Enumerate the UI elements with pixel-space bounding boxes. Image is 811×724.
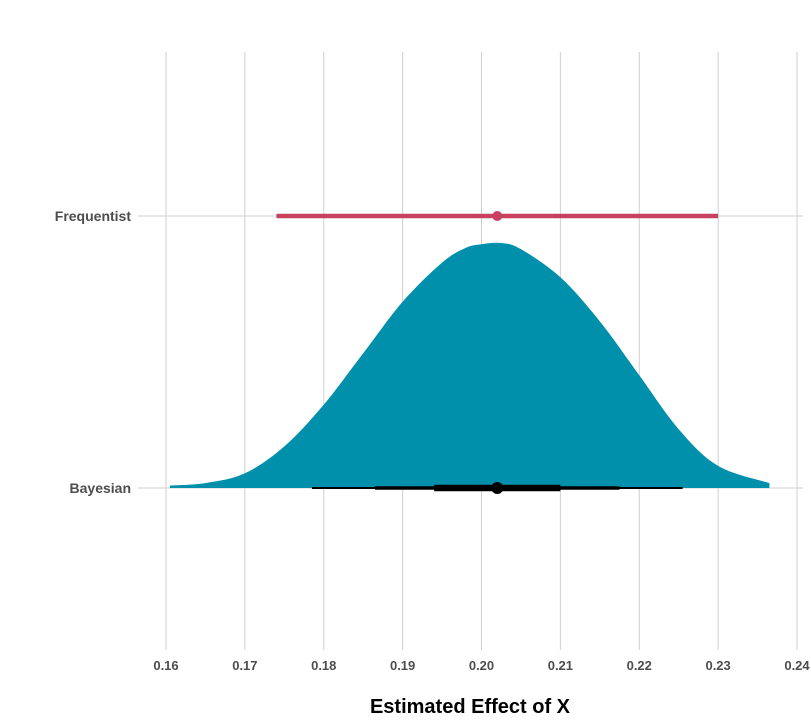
y-label-bayesian: Bayesian [70,480,131,496]
x-tick-label-0.23: 0.23 [705,658,730,673]
x-tick-label-0.20: 0.20 [469,658,494,673]
x-tick-label-0.16: 0.16 [153,658,178,673]
axis-labels: 0.16 0.17 0.18 0.19 0.20 0.21 0.22 0.23 0.24 Freq… [55,208,811,673]
bayesian-point-estimate [491,482,504,494]
x-tick-label-0.24: 0.24 [784,658,810,673]
x-tick-label-0.17: 0.17 [232,658,257,673]
x-axis-title: Estimated Effect of X [370,696,571,718]
x-tick-label-0.22: 0.22 [627,658,652,673]
x-tick-label-0.18: 0.18 [311,658,336,673]
bayesian-density [169,242,770,488]
y-label-frequentist: Frequentist [55,208,132,224]
interval-layer [276,211,719,494]
bayesian-density-layer [169,242,770,488]
x-tick-label-0.21: 0.21 [548,658,573,673]
frequentist-point-estimate [492,211,503,221]
x-tick-label-0.19: 0.19 [390,658,415,673]
